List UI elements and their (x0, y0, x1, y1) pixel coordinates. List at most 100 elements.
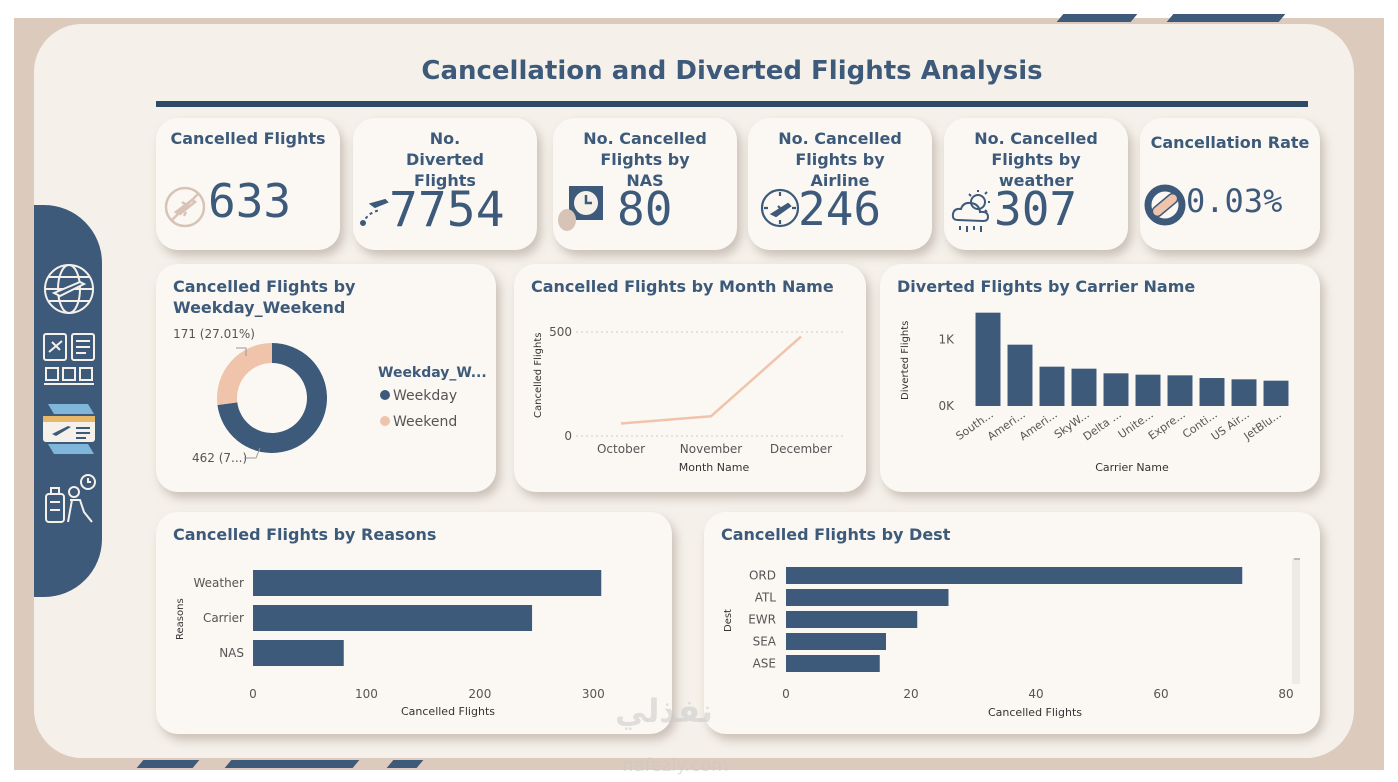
x-tick-label: 0 (249, 687, 257, 701)
y-tick-label: 500 (549, 325, 572, 339)
chart-card-weekday-weekend[interactable]: Cancelled Flights by Weekday_Weekend 171… (156, 264, 496, 492)
kpi-title: Cancelled Flights (170, 129, 326, 148)
chart-title: Cancelled Flights by Weekday_Weekend (173, 276, 373, 318)
chart-card-reasons[interactable]: Cancelled Flights by Reasons Reasons Can… (156, 512, 672, 734)
kpi-title: No. Cancelled Flights by weather (944, 128, 1128, 191)
scrollbar[interactable] (1292, 558, 1300, 684)
kpi-value: 80 (617, 182, 673, 236)
chart-title-text: Cancelled Flights by Weekday_Weekend (173, 277, 356, 317)
reasons-bar-chart: Reasons Cancelled Flights 0 100 200 300 Weat… (175, 570, 605, 718)
kpi-title-line: No. Diverted Flights (406, 129, 484, 190)
clock-board-icon (557, 182, 607, 236)
x-tick-label: 60 (1153, 687, 1168, 701)
kpi-card-cancelled-weather[interactable]: No. Cancelled Flights by weather 307 (944, 118, 1128, 250)
y-tick-label: 1K (938, 332, 955, 346)
y-axis-label: Cancelled Flights (533, 333, 544, 418)
bar[interactable] (1007, 344, 1033, 406)
kpi-card-cancelled-nas[interactable]: No. Cancelled Flights by NAS 80 (553, 118, 737, 250)
kpi-card-cancelled-airline[interactable]: No. Cancelled Flights by Airline 246 (748, 118, 932, 250)
traveler-icon[interactable] (40, 470, 98, 528)
plane-clock-icon (758, 186, 802, 234)
chart-card-carrier[interactable]: Diverted Flights by Carrier Name Diverte… (880, 264, 1320, 492)
bar[interactable] (1039, 366, 1065, 406)
y-axis-label: Reasons (175, 598, 186, 640)
kpi-card-cancelled-flights[interactable]: Cancelled Flights 633 (156, 118, 340, 250)
plane-route-icon (359, 196, 393, 230)
y-tick-label: ASE (753, 657, 776, 671)
donut-label-weekend: 171 (27.01%) (173, 327, 255, 341)
x-tick-label: 80 (1278, 687, 1293, 701)
bar[interactable] (253, 570, 602, 596)
x-tick-label: 200 (468, 687, 491, 701)
bar[interactable] (786, 655, 880, 672)
bar[interactable] (1263, 380, 1289, 406)
bar[interactable] (1167, 375, 1193, 406)
donut-leader-line (244, 447, 261, 459)
decor-stripe (1166, 14, 1286, 22)
x-tick-label: Expre... (1146, 408, 1188, 443)
y-tick-label: Carrier (203, 611, 244, 625)
kpi-card-cancellation-rate[interactable]: Cancellation Rate 0.03% (1140, 118, 1320, 250)
bar[interactable] (786, 567, 1243, 584)
donut-chart: 171 (27.01%) 462 (7...) Weekday_W... Wee… (173, 327, 487, 465)
chart-title: Cancelled Flights by Month Name (531, 277, 834, 296)
bar[interactable] (1199, 378, 1225, 406)
bar[interactable] (1103, 373, 1129, 406)
bar[interactable] (786, 611, 918, 628)
y-tick-label: Weather (193, 576, 244, 590)
donut-label-weekday: 462 (7...) (192, 451, 247, 465)
watermark-site: nafezly.com (622, 755, 729, 776)
chart-card-dest[interactable]: Cancelled Flights by Dest Dest Cancelled… (704, 512, 1320, 734)
legend-marker-weekend (380, 416, 390, 426)
legend-title: Weekday_W... (378, 365, 487, 381)
y-tick-label: 0 (564, 429, 572, 443)
x-axis-label: Month Name (679, 461, 750, 474)
legend-marker-weekday (380, 390, 390, 400)
kpi-title-line: No. Cancelled Flights by NAS (583, 129, 707, 190)
bar[interactable] (1071, 368, 1097, 406)
donut-slice-weekday[interactable] (217, 343, 327, 453)
bar[interactable] (1135, 374, 1161, 406)
x-axis-label: Cancelled Flights (401, 705, 495, 718)
airport-board-icon[interactable] (40, 330, 98, 388)
chart-title: Cancelled Flights by Reasons (173, 525, 437, 544)
decor-stripe (136, 760, 200, 768)
kpi-title: No. Cancelled Flights by Airline (748, 128, 932, 191)
bar[interactable] (975, 312, 1001, 406)
line-chart: Cancelled Flights Month Name 0 500 October… (533, 325, 846, 474)
y-axis-label: Diverted Flights (900, 321, 911, 400)
y-tick-label: SEA (753, 635, 777, 649)
bar[interactable] (253, 640, 344, 666)
kpi-title-line: No. Cancelled Flights by Airline (778, 129, 902, 190)
x-tick-label: 40 (1028, 687, 1043, 701)
x-tick-label: 300 (582, 687, 605, 701)
series-line[interactable] (620, 335, 802, 425)
kpi-card-diverted-flights[interactable]: No. Diverted Flights 7754 (353, 118, 537, 250)
x-tick-label: 0 (782, 687, 790, 701)
kpi-value: 0.03% (1186, 182, 1283, 220)
x-tick-label: November (680, 442, 742, 456)
donut-leader-line (236, 347, 247, 356)
bar[interactable] (253, 605, 533, 631)
decor-stripe (1056, 14, 1138, 22)
scrollbar-thumb[interactable] (1294, 558, 1300, 560)
bar[interactable] (786, 633, 886, 650)
chart-card-month[interactable]: Cancelled Flights by Month Name Cancelle… (514, 264, 866, 492)
legend-label-weekday: Weekday (393, 388, 457, 404)
kpi-title: Cancellation Rate (1150, 133, 1310, 152)
title-divider (156, 101, 1308, 107)
boarding-pass-icon[interactable] (40, 400, 98, 458)
globe-plane-icon[interactable] (40, 260, 98, 318)
chart-title: Diverted Flights by Carrier Name (897, 277, 1196, 296)
bar[interactable] (1231, 379, 1257, 406)
kpi-value: 633 (208, 174, 292, 228)
x-tick-label: October (597, 442, 645, 456)
weather-cloud-icon (950, 188, 996, 242)
kpi-value: 246 (798, 182, 882, 236)
kpi-title: No. Diverted Flights (353, 128, 537, 191)
donut-slice-weekend[interactable] (217, 343, 272, 405)
y-tick-label: ORD (749, 569, 776, 583)
x-axis-label: Cancelled Flights (988, 706, 1082, 719)
bar[interactable] (786, 589, 949, 606)
bandage-icon (1144, 184, 1186, 230)
